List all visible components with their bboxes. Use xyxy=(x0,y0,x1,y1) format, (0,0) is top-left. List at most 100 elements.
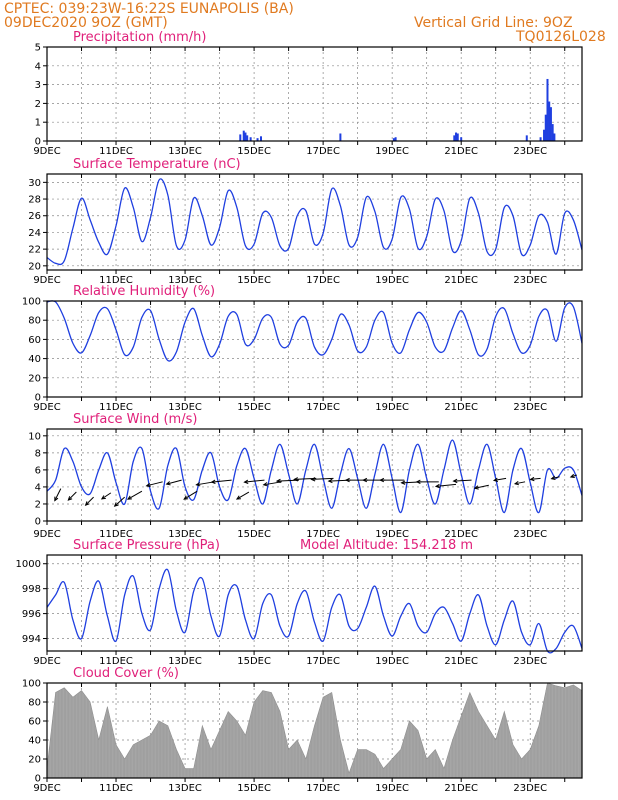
precip-bar xyxy=(455,132,458,141)
header-date: 09DEC2020 9OZ (GMT) xyxy=(4,15,168,31)
y-tick-label: 26 xyxy=(28,211,41,222)
x-tick-label: 19DEC xyxy=(375,402,409,413)
x-tick-label: 23DEC xyxy=(513,656,547,667)
series-line-pressure xyxy=(46,568,583,654)
panel-cloud: Cloud Cover (%) 0 20 40 60 80 100 9DEC 11DEC 13DE… xyxy=(22,666,583,794)
wind-vector-head xyxy=(183,495,189,500)
wind-vector-head xyxy=(67,496,73,501)
wind-vector-head xyxy=(327,478,333,484)
precip-bar xyxy=(260,136,262,141)
y-tick-label: 4 xyxy=(35,482,41,493)
x-tick-label: 17DEC xyxy=(306,529,340,540)
y-tick-label: 2 xyxy=(35,99,41,110)
x-tick-label: 11DEC xyxy=(99,656,133,667)
wind-vector-head xyxy=(165,481,171,486)
x-tick-label: 21DEC xyxy=(444,529,478,540)
x-tick-label: 17DEC xyxy=(306,275,340,286)
x-tick-label: 9DEC xyxy=(33,402,60,413)
precip-bar xyxy=(239,134,242,141)
y-tick-label: 20 xyxy=(28,755,41,766)
wind-vector-head xyxy=(243,479,249,484)
y-tick-label: 60 xyxy=(28,335,41,346)
y-tick-label: 0 xyxy=(35,393,41,404)
y-tick-label: 28 xyxy=(28,195,41,206)
x-tick-label: 11DEC xyxy=(99,529,133,540)
wind-vector xyxy=(101,492,112,500)
precip-bar xyxy=(249,137,252,141)
x-tick-label: 17DEC xyxy=(306,146,340,157)
y-tick-label: 5 xyxy=(35,43,41,54)
x-tick-label: 11DEC xyxy=(99,783,133,794)
wind-vector-head xyxy=(415,479,421,485)
wind-vector-head xyxy=(210,479,216,484)
x-tick-label: 21DEC xyxy=(444,402,478,413)
y-tick-label: 80 xyxy=(28,316,41,327)
panel-title-cloud: Cloud Cover (%) xyxy=(73,666,179,681)
y-tick-label: 0 xyxy=(35,137,41,148)
wind-vector-head xyxy=(275,478,281,484)
wind-vector xyxy=(114,496,125,507)
wind-vector-head xyxy=(362,477,368,483)
x-tick-label: 15DEC xyxy=(237,656,271,667)
x-tick-label: 9DEC xyxy=(33,275,60,286)
precip-bar xyxy=(242,130,245,141)
x-tick-label: 15DEC xyxy=(237,783,271,794)
wind-vector-head xyxy=(513,481,520,486)
x-tick-label: 19DEC xyxy=(375,783,409,794)
y-tick-label: 22 xyxy=(28,245,41,256)
panel-title-precip: Precipitation (mm/h) xyxy=(73,30,206,45)
wind-vector-head xyxy=(126,495,132,500)
panel-title-rh: Relative Humidity (%) xyxy=(73,284,215,299)
x-tick-label: 23DEC xyxy=(513,529,547,540)
x-tick-label: 9DEC xyxy=(33,783,60,794)
x-tick-label: 13DEC xyxy=(168,529,202,540)
y-tick-label: 60 xyxy=(28,717,41,728)
precip-bar xyxy=(551,124,554,141)
wind-vector xyxy=(514,481,526,485)
x-tick-label: 13DEC xyxy=(168,146,202,157)
y-tick-label: 1 xyxy=(35,118,41,129)
y-tick-label: 10 xyxy=(28,431,41,442)
x-tick-label: 17DEC xyxy=(306,656,340,667)
series-line-wind xyxy=(46,439,583,514)
x-tick-label: 9DEC xyxy=(33,529,60,540)
y-tick-label: 100 xyxy=(22,297,41,308)
wind-vector xyxy=(311,477,334,480)
y-tick-label: 3 xyxy=(35,80,41,91)
wind-vector-head xyxy=(344,477,350,483)
wind-vector-head xyxy=(492,477,499,483)
precip-bar xyxy=(549,107,552,141)
y-tick-label: 30 xyxy=(28,178,41,189)
y-tick-label: 20 xyxy=(28,261,41,272)
x-tick-label: 11DEC xyxy=(99,402,133,413)
wind-vector-head xyxy=(262,482,268,487)
x-tick-label: 19DEC xyxy=(375,529,409,540)
x-tick-label: 15DEC xyxy=(237,146,271,157)
x-tick-label: 9DEC xyxy=(33,146,60,157)
precip-bar xyxy=(546,78,549,141)
wind-vector-head xyxy=(550,475,556,481)
y-tick-label: 6 xyxy=(35,465,41,476)
wind-vector-head xyxy=(84,501,90,506)
x-tick-label: 13DEC xyxy=(168,275,202,286)
panel-temp: Surface Temperature (nC) 20 22 24 26 28 30 9DEC… xyxy=(28,157,583,286)
panel-title-wind: Surface Wind (m/s) xyxy=(73,412,197,427)
y-tick-label: 0 xyxy=(35,774,41,785)
x-tick-label: 17DEC xyxy=(306,783,340,794)
wind-vector xyxy=(474,484,489,489)
wind-vector xyxy=(453,479,472,482)
y-tick-label: 8 xyxy=(35,448,41,459)
panel-title-pressure: Surface Pressure (hPa) xyxy=(73,538,220,553)
panel-frame-temp xyxy=(46,173,583,271)
x-tick-label: 11DEC xyxy=(99,146,133,157)
header-code: TQ0126L028 xyxy=(515,29,606,45)
wind-vector xyxy=(146,481,163,487)
x-tick-label: 11DEC xyxy=(99,275,133,286)
y-tick-label: 2 xyxy=(35,499,41,510)
panel-precip: Precipitation (mm/h) 0 1 2 3 4 5 9DEC 11DEC 13DEC… xyxy=(33,30,583,157)
model-altitude: Model Altitude: 154.218 m xyxy=(300,538,473,553)
wind-vector xyxy=(183,490,198,500)
precip-bar xyxy=(244,132,247,141)
x-tick-label: 9DEC xyxy=(33,656,60,667)
precip-bar xyxy=(456,133,459,141)
